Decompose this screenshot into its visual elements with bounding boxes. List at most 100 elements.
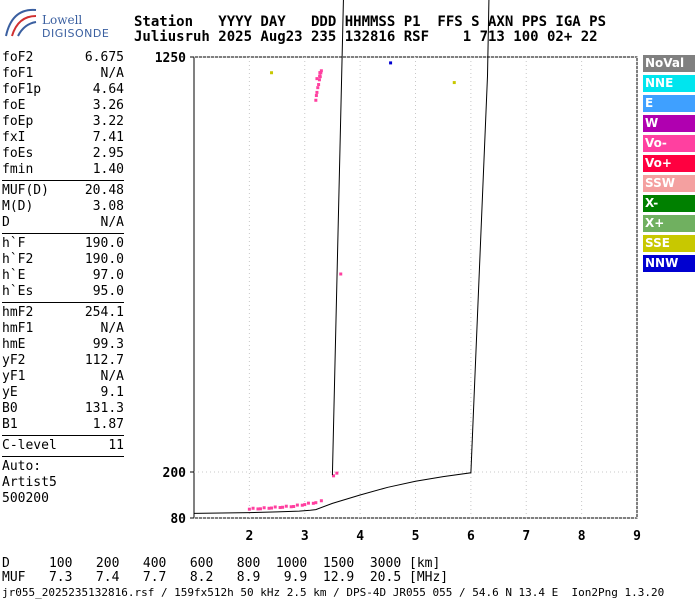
param-label: h`Es	[2, 284, 34, 299]
param-label: fmin	[2, 162, 34, 177]
echo-point	[315, 77, 319, 81]
param-value: 99.3	[92, 337, 124, 352]
x-tick-label: 2	[245, 529, 253, 544]
legend-item-x: X-	[643, 195, 695, 212]
muf-table: D 100 200 400 600 800 1000 1500 3000 [km…	[2, 557, 448, 585]
legend-item-nnw: NNW	[643, 255, 695, 272]
echo-point	[319, 69, 323, 73]
param-row: yF2 112.7	[2, 353, 124, 369]
echo-point	[303, 503, 307, 507]
param-value: 2.95	[92, 146, 124, 161]
param-label: yF1	[2, 369, 26, 384]
param-divider	[2, 180, 124, 181]
param-divider	[2, 435, 124, 436]
param-value: 112.7	[84, 353, 124, 368]
param-row: yF1 N/A	[2, 369, 124, 385]
echo-point	[273, 505, 277, 509]
param-label: C-level	[2, 438, 57, 453]
echo-point	[251, 506, 255, 510]
echo-point	[335, 471, 339, 475]
polarization-legend: NoVal NNE E W Vo- Vo+ SSW X- X+ SSE NNW	[643, 55, 695, 275]
param-label: hmF2	[2, 305, 34, 320]
param-label: B1	[2, 417, 18, 432]
param-label: h`E	[2, 268, 26, 283]
param-value: 254.1	[84, 305, 124, 320]
echo-point	[281, 505, 285, 509]
scaled-parameters-panel: foF2 6.675 foF1 N/A foF1p 4.64 foE 3.26 foEp 3.22…	[2, 50, 124, 507]
echo-point	[270, 71, 274, 75]
param-value: N/A	[100, 369, 124, 384]
param-label: yF2	[2, 353, 26, 368]
param-row: h`F2 190.0	[2, 252, 124, 268]
echo-point	[332, 474, 336, 478]
echo-point	[262, 506, 266, 510]
param-row: h`E 97.0	[2, 268, 124, 284]
param-label: MUF(D)	[2, 183, 49, 198]
legend-item-sse: SSE	[643, 235, 695, 252]
file-info-footer: jr055_2025235132816.rsf / 159fx512h 50 k…	[2, 586, 665, 599]
param-divider	[2, 233, 124, 234]
param-row: foF1 N/A	[2, 66, 124, 82]
header-values: Juliusruh 2025 Aug23 235 132816 RSF 1 71…	[134, 29, 598, 45]
param-value: N/A	[100, 66, 124, 81]
param-label: foF1p	[2, 82, 42, 97]
echo-point	[314, 94, 318, 98]
param-value: 3.22	[92, 114, 124, 129]
echo-point	[315, 90, 319, 94]
param-row: foF1p 4.64	[2, 82, 124, 98]
param-row: yE 9.1	[2, 385, 124, 401]
param-label: h`F	[2, 236, 26, 251]
echo-point	[292, 505, 296, 508]
echo-point	[284, 504, 288, 508]
param-divider	[2, 456, 124, 457]
profile-curve-solid	[193, 0, 490, 514]
y-tick-label: 1250	[155, 51, 186, 66]
param-label: foF2	[2, 50, 34, 65]
x-tick-label: 9	[633, 529, 641, 544]
echo-point	[314, 98, 318, 102]
param-row: B1 1.87	[2, 417, 124, 433]
param-row: M(D) 3.08	[2, 199, 124, 215]
param-row: foEp 3.22	[2, 114, 124, 130]
logo-text-digisonde: DIGISONDE	[42, 27, 110, 40]
param-label: foEp	[2, 114, 34, 129]
header-labels: Station YYYY DAY DDD HHMMSS P1 FFS S AXN…	[134, 14, 607, 30]
plot-frame	[193, 56, 638, 519]
legend-item-nne: NNE	[643, 75, 695, 92]
legend-item-vo: Vo+	[643, 155, 695, 172]
y-tick-label: 200	[163, 466, 187, 481]
echo-point	[389, 61, 393, 65]
param-value: 95.0	[92, 284, 124, 299]
param-row: MUF(D) 20.48	[2, 183, 124, 199]
echo-point	[247, 507, 251, 511]
param-row: hmF1 N/A	[2, 321, 124, 337]
autoscaling-info: 500200	[2, 491, 49, 506]
echo-point	[295, 503, 299, 507]
legend-item-w: W	[643, 115, 695, 132]
axis-ticks: 2345678980200300400500600700800900100011…	[155, 51, 641, 544]
param-value: 11	[108, 438, 124, 453]
param-value: 3.26	[92, 98, 124, 113]
param-label: fxI	[2, 130, 26, 145]
echo-point	[319, 499, 323, 503]
param-label: D	[2, 215, 10, 230]
param-value: 7.41	[92, 130, 124, 145]
param-row: fxI 7.41	[2, 130, 124, 146]
x-tick-label: 8	[578, 529, 586, 544]
param-label: foE	[2, 98, 26, 113]
param-value: 190.0	[84, 252, 124, 267]
param-row: D N/A	[2, 215, 124, 231]
param-row: foF2 6.675	[2, 50, 124, 66]
y-tick-label: 80	[170, 512, 186, 527]
echo-point	[278, 506, 282, 510]
param-label: foF1	[2, 66, 34, 81]
param-row: h`F 190.0	[2, 236, 124, 252]
legend-item-e: E	[643, 95, 695, 112]
param-value: N/A	[100, 215, 124, 230]
param-row: h`Es 95.0	[2, 284, 124, 300]
param-label: hmF1	[2, 321, 34, 336]
logo-emblem-icon	[5, 8, 37, 37]
param-value: 131.3	[84, 401, 124, 416]
profile-curves	[193, 0, 490, 514]
